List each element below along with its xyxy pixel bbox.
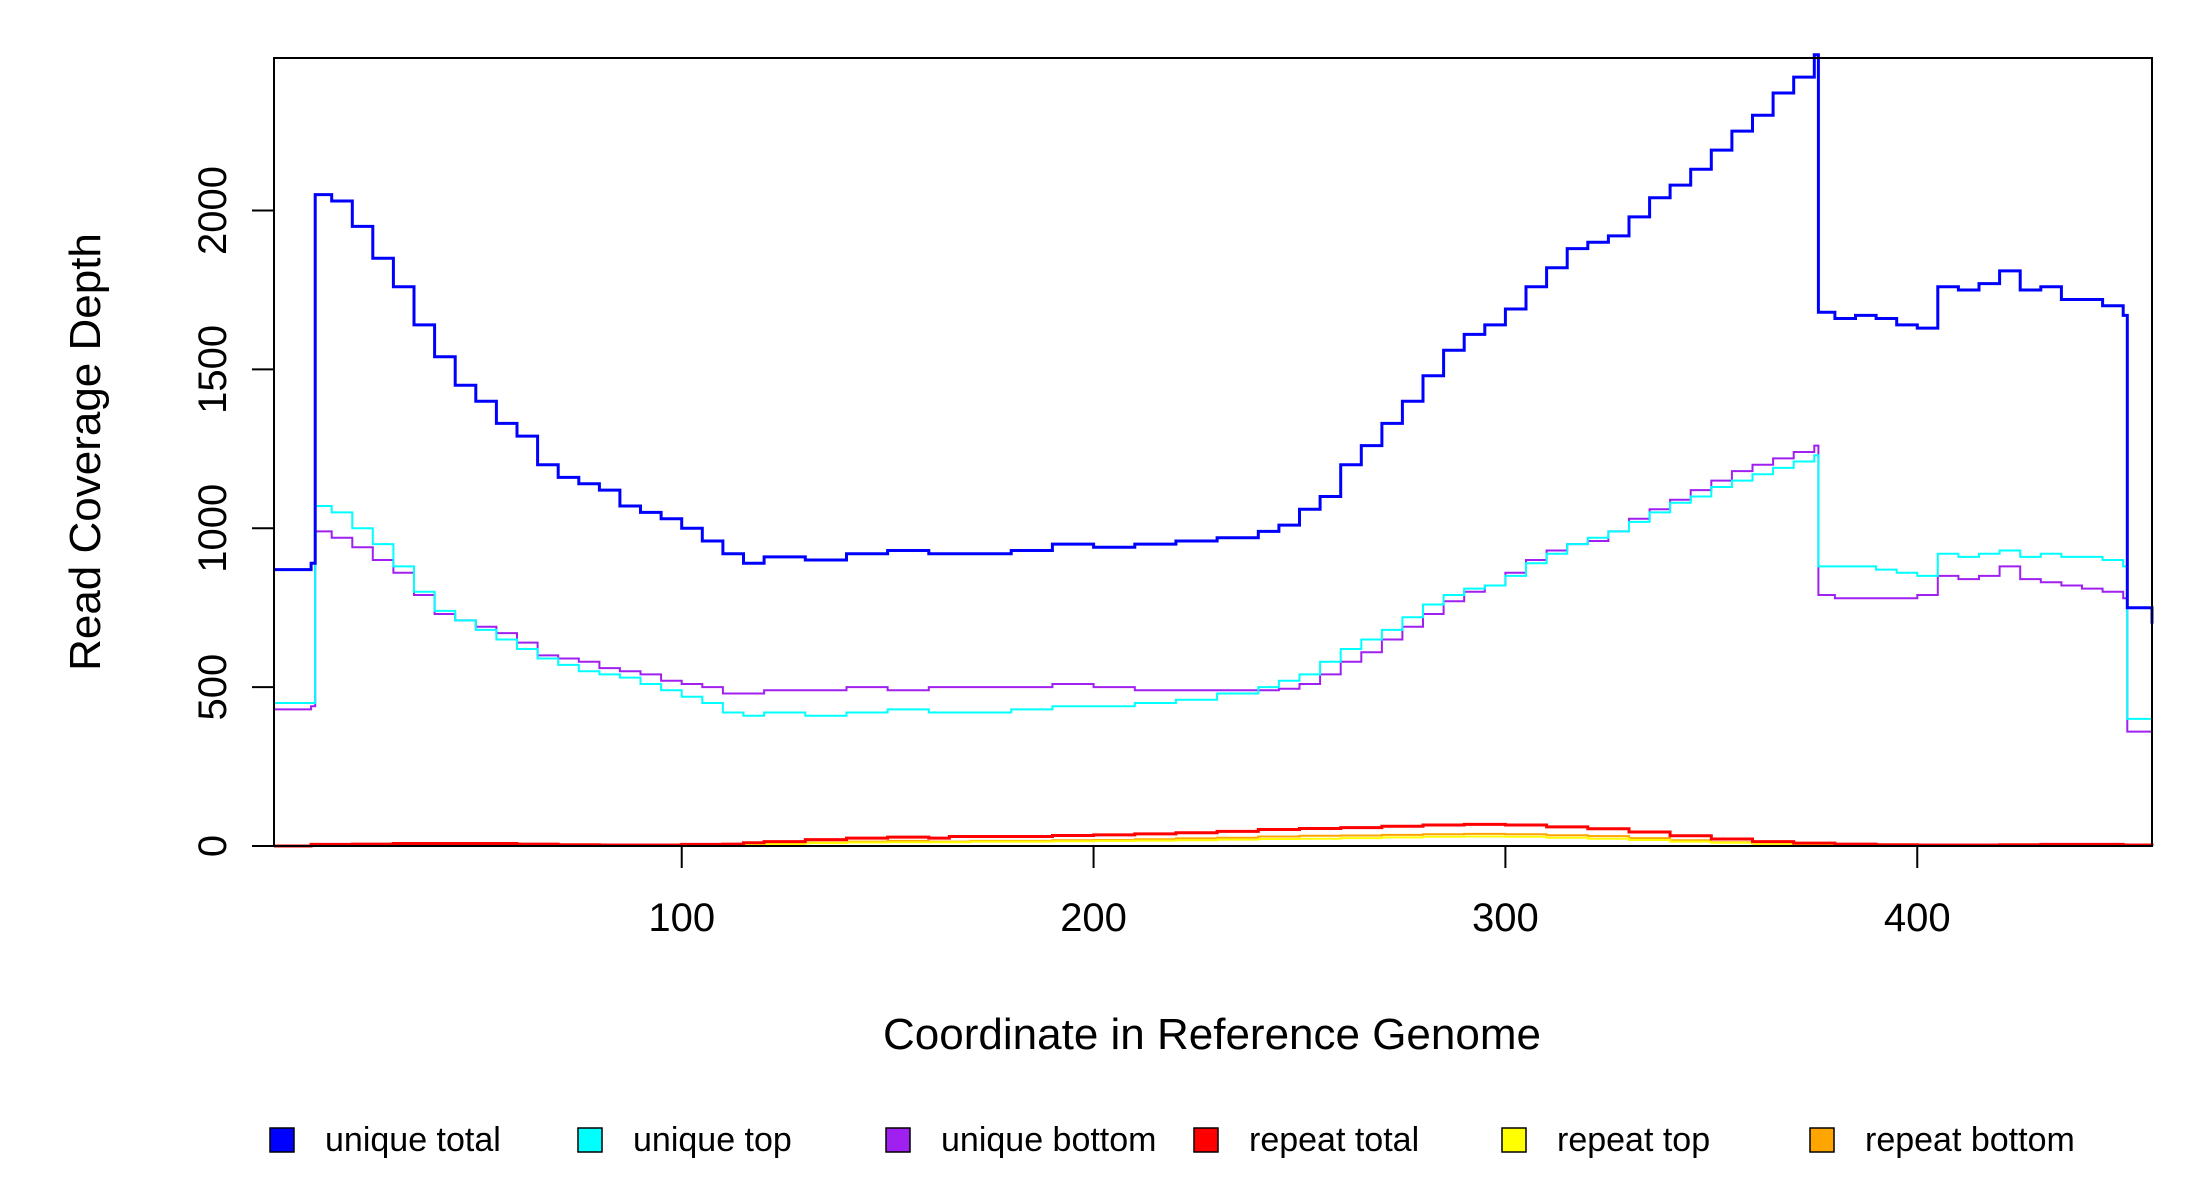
x-tick-label: 300 — [1472, 896, 1539, 940]
series-line-repeat-total — [274, 822, 2154, 848]
legend-swatch — [269, 1127, 295, 1153]
legend-label: repeat top — [1557, 1121, 1710, 1159]
legend: unique total unique top unique bottom repea… — [269, 1121, 2075, 1159]
y-tick-label: 1500 — [191, 325, 235, 414]
legend-item: unique top — [577, 1121, 792, 1159]
series-line-unique-top — [274, 454, 2153, 726]
series-line-unique-bottom — [274, 444, 2153, 742]
legend-item: repeat top — [1501, 1121, 1710, 1159]
series-layer — [274, 53, 2154, 848]
y-tick-label: 500 — [191, 654, 235, 721]
x-axis: 100 200 300 400 — [648, 846, 1951, 940]
y-tick-label: 0 — [191, 835, 235, 857]
x-axis-title: Coordinate in Reference Genome — [883, 1010, 1541, 1059]
x-tick-label: 100 — [648, 896, 715, 940]
legend-item: repeat total — [1193, 1121, 1419, 1159]
x-tick-label: 400 — [1884, 896, 1951, 940]
legend-swatch — [885, 1127, 911, 1153]
legend-label: unique top — [633, 1121, 792, 1159]
y-axis: 0 500 1000 1500 2000 — [191, 166, 274, 857]
y-tick-label: 2000 — [191, 166, 235, 255]
legend-item: unique total — [269, 1121, 501, 1159]
plot-frame — [273, 57, 2153, 847]
legend-swatch — [577, 1127, 603, 1153]
legend-swatch — [1193, 1127, 1219, 1153]
x-tick-label: 200 — [1060, 896, 1127, 940]
legend-label: unique bottom — [941, 1121, 1157, 1159]
y-axis-title: Read Coverage Depth — [61, 233, 110, 671]
legend-item: unique bottom — [885, 1121, 1157, 1159]
series-line-unique-total — [274, 53, 2154, 624]
legend-label: repeat total — [1249, 1121, 1419, 1159]
y-tick-label: 1000 — [191, 484, 235, 573]
legend-label: unique total — [325, 1121, 501, 1159]
legend-swatch — [1501, 1127, 1527, 1153]
legend-swatch — [1809, 1127, 1835, 1153]
legend-label: repeat bottom — [1865, 1121, 2075, 1159]
legend-item: repeat bottom — [1809, 1121, 2075, 1159]
